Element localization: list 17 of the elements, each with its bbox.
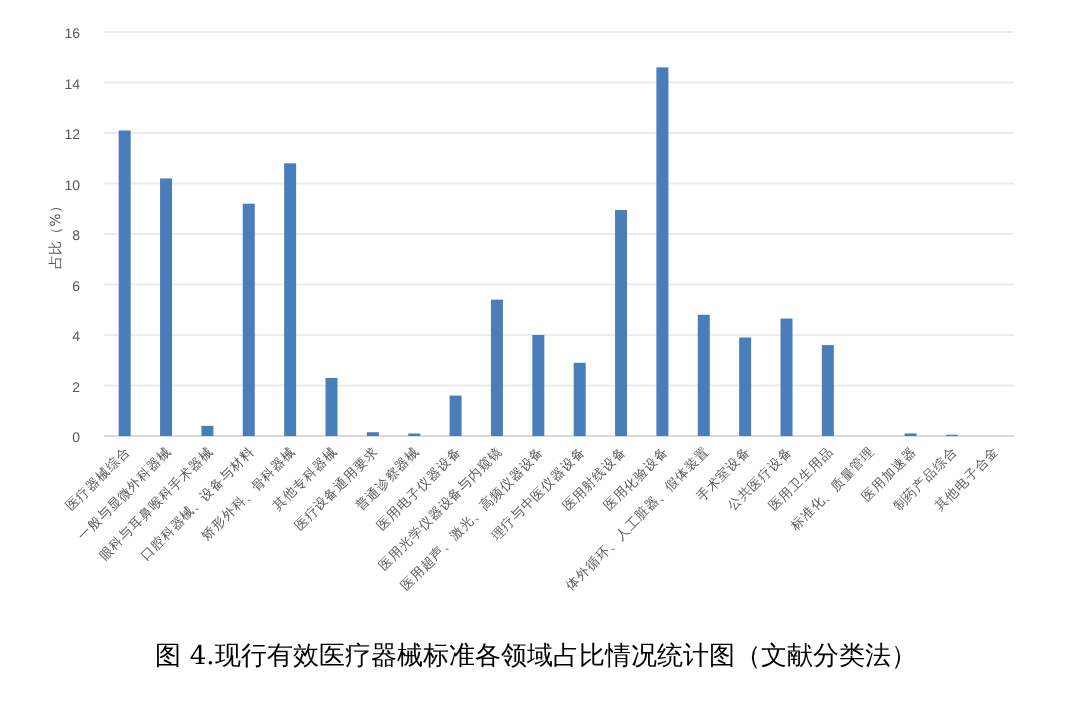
bar <box>449 395 462 436</box>
bar <box>656 67 669 436</box>
bar <box>201 425 214 436</box>
bar <box>739 337 752 436</box>
bar <box>780 318 793 436</box>
text: 图 4.现行有效医疗器械标准各领域占比情况统计图（文献分类法） <box>155 642 917 672</box>
bar <box>532 335 545 436</box>
bar <box>573 362 586 436</box>
bar <box>242 203 255 436</box>
bar <box>615 210 628 436</box>
bar <box>821 345 834 436</box>
bar <box>325 377 338 436</box>
bar <box>160 178 173 436</box>
bar <box>697 314 710 436</box>
bar <box>118 130 131 436</box>
bar <box>490 299 503 436</box>
bar <box>284 163 297 436</box>
